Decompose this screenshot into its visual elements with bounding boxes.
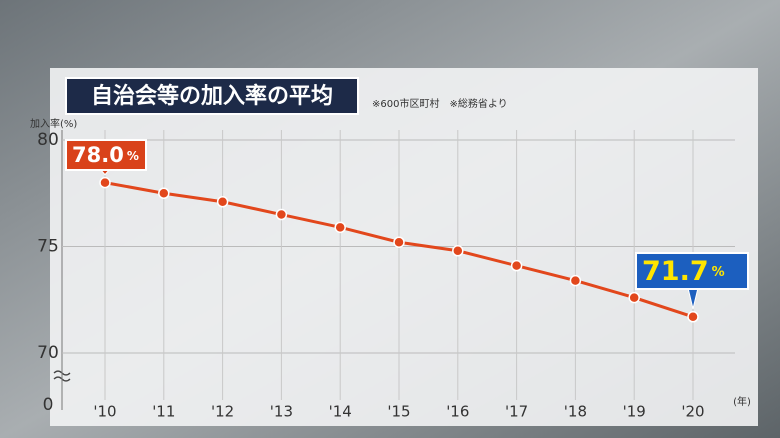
value-label: 78.0% — [65, 139, 147, 176]
y-tick-label: 80 — [37, 130, 59, 150]
y-tick-label: 75 — [37, 237, 59, 257]
point — [569, 274, 582, 287]
x-tick-label: '12 — [211, 403, 234, 421]
x-tick-label: '20 — [681, 403, 704, 421]
title-box — [65, 77, 359, 115]
x-tick-label: '19 — [623, 403, 646, 421]
point — [158, 187, 170, 199]
point — [628, 291, 640, 304]
point — [275, 208, 288, 221]
value-label-number: 78.0 — [72, 143, 124, 167]
x-tick-label: '17 — [505, 403, 528, 421]
value-label-number: 71.7 — [642, 256, 709, 287]
value-label-text: 78.0% — [72, 143, 139, 167]
label-box — [635, 252, 749, 290]
point — [452, 245, 464, 257]
label-box — [65, 139, 147, 171]
point — [216, 196, 229, 208]
point — [393, 236, 405, 248]
value-label-unit: % — [712, 265, 725, 280]
y-axis-label: 加入率(%) — [30, 117, 77, 130]
y-tick-label: 0 — [43, 395, 54, 415]
y-tick-label: 70 — [37, 343, 59, 363]
point — [687, 311, 699, 323]
point — [510, 259, 523, 272]
x-tick-label: '13 — [270, 403, 293, 421]
point — [334, 221, 346, 234]
value-label-unit: % — [127, 149, 139, 163]
x-tick-label: '16 — [446, 403, 469, 421]
x-axis-label: (年) — [733, 395, 751, 408]
value-label: 71.7% — [635, 252, 749, 309]
subtitle: ※600市区町村 ※総務省より — [372, 97, 508, 110]
x-tick-label: '18 — [564, 403, 587, 421]
point — [99, 176, 111, 189]
x-tick-label: '10 — [93, 403, 116, 421]
chart-title: 自治会等の加入率の平均 — [91, 83, 333, 109]
value-label-text: 71.7% — [642, 256, 725, 287]
x-tick-label: '11 — [152, 403, 175, 421]
x-tick-label: '15 — [387, 403, 410, 421]
x-tick-label: '14 — [329, 403, 352, 421]
